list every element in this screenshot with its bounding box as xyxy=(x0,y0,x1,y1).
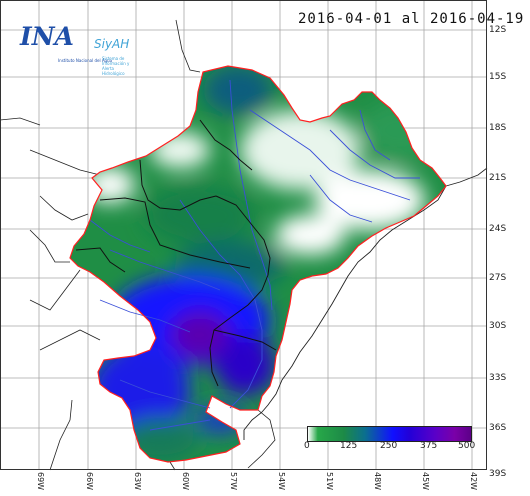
colorbar-tick: 500 xyxy=(458,441,476,451)
lat-label: 33S xyxy=(489,373,507,383)
rivers xyxy=(89,79,420,431)
logo-subtitle-right: Sistema de Información y Alerta Hidrológ… xyxy=(102,56,130,76)
lat-label: 15S xyxy=(489,72,507,82)
colorbar-tick: 375 xyxy=(420,441,438,451)
lon-label: 60W xyxy=(181,472,190,491)
coastline xyxy=(243,185,447,440)
lat-label: 21S xyxy=(489,173,507,183)
lon-label: 69W xyxy=(36,472,45,491)
lon-label: 66W xyxy=(85,472,94,491)
ina-siyah-logo: INA SiyAH Instituto Nacional del Agua Si… xyxy=(20,18,136,76)
lat-label: 24S xyxy=(489,224,507,234)
lat-label: 27S xyxy=(489,273,507,283)
lat-label: 12S xyxy=(489,25,507,35)
precipitation-colorbar xyxy=(307,426,472,442)
lon-label: 48W xyxy=(373,472,382,491)
lat-label: 36S xyxy=(489,423,507,433)
lon-label: 54W xyxy=(277,472,286,491)
lon-label: 45W xyxy=(421,472,430,491)
lat-label: 18S xyxy=(489,123,507,133)
logo-ina-text: INA xyxy=(20,22,74,51)
lon-label: 57W xyxy=(229,472,238,491)
colorbar-tick: 0 xyxy=(304,441,310,451)
logo-siyah-text: SiyAH xyxy=(94,37,130,51)
date-range-title: 2016-04-01 al 2016-04-19 xyxy=(298,11,525,27)
lat-label: 30S xyxy=(489,321,507,331)
country-outlines xyxy=(0,19,488,471)
lon-label: 63W xyxy=(133,472,142,491)
lat-label: 39S xyxy=(489,469,507,479)
logo-subtitle-left: Instituto Nacional del Agua xyxy=(58,58,113,63)
lon-label: 51W xyxy=(325,472,334,491)
lon-label: 42W xyxy=(469,472,478,491)
map-border xyxy=(0,0,487,470)
internal-borders xyxy=(75,119,277,387)
colorbar-tick: 125 xyxy=(340,441,358,451)
basin-border xyxy=(69,65,447,463)
colorbar-tick: 250 xyxy=(380,441,398,451)
